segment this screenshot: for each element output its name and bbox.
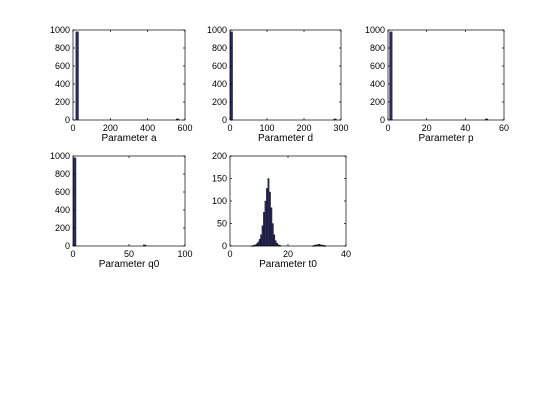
histogram-bar <box>73 157 77 247</box>
y-tick-label: 200 <box>212 151 227 161</box>
subplot-1: 0 200 400 600 0 200 400 600 800 1000 Parameter a <box>50 25 193 144</box>
x-tick-label: 0 <box>227 249 232 259</box>
y-tick-label: 0 <box>222 115 227 125</box>
histogram-bar <box>270 207 273 247</box>
x-tick-label: 300 <box>333 123 348 133</box>
axes-box <box>229 29 342 121</box>
x-tick-label: 0 <box>70 123 75 133</box>
y-tick-label: 0 <box>65 115 70 125</box>
y-tick-label: 600 <box>55 61 70 71</box>
y-tick-label: 100 <box>212 196 227 206</box>
y-tick-label: 400 <box>370 79 385 89</box>
y-tick-label: 400 <box>55 205 70 215</box>
histogram-bar <box>258 239 261 247</box>
y-tick-label: 200 <box>212 97 227 107</box>
y-tick-label: 600 <box>55 187 70 197</box>
x-tick-label: 400 <box>140 123 155 133</box>
y-tick-label: 800 <box>55 169 70 179</box>
histogram-bar <box>276 243 278 247</box>
axes-box <box>72 29 186 121</box>
histogram-bar <box>271 223 274 247</box>
x-axis-label: Parameter p <box>418 133 473 144</box>
histogram-bar <box>264 200 267 247</box>
histogram-bar <box>261 225 264 247</box>
y-tick-label: 1000 <box>50 151 70 161</box>
y-tick-label: 0 <box>222 241 227 251</box>
y-tick-label: 400 <box>212 79 227 89</box>
histogram-bar <box>268 191 271 247</box>
y-tick-label: 0 <box>380 115 385 125</box>
histogram-bar <box>229 31 233 121</box>
histogram-bar <box>267 178 270 247</box>
y-tick-label: 1000 <box>365 25 385 35</box>
x-tick-label: 200 <box>296 123 311 133</box>
histogram-bar <box>263 212 265 247</box>
x-tick-label: 0 <box>70 249 75 259</box>
x-tick-label: 40 <box>341 249 351 259</box>
x-tick-label: 40 <box>460 123 470 133</box>
x-tick-label: 100 <box>177 249 192 259</box>
y-tick-label: 600 <box>212 61 227 71</box>
y-tick-label: 150 <box>212 174 227 184</box>
histogram-bar <box>266 188 268 247</box>
x-axis-label: Parameter a <box>101 133 156 144</box>
x-tick-label: 200 <box>103 123 118 133</box>
histogram-bar <box>389 31 393 121</box>
x-tick-label: 100 <box>259 123 274 133</box>
histogram-bar <box>273 234 276 247</box>
x-tick-label: 60 <box>499 123 509 133</box>
x-tick-label: 600 <box>177 123 192 133</box>
x-tick-label: 50 <box>124 249 134 259</box>
x-axis-label: Parameter t0 <box>259 259 317 270</box>
histogram-bar <box>274 240 277 247</box>
y-tick-label: 400 <box>55 79 70 89</box>
axes-box <box>387 29 505 121</box>
subplot-5: 0 20 40 0 50 100 150 200 Parameter t0 <box>212 151 351 270</box>
subplot-2: 0 100 200 300 0 200 400 600 800 1000 Parameter d <box>207 25 349 144</box>
y-tick-label: 1000 <box>207 25 227 35</box>
y-tick-label: 600 <box>370 61 385 71</box>
y-tick-label: 200 <box>370 97 385 107</box>
y-tick-label: 200 <box>55 97 70 107</box>
y-tick-label: 0 <box>65 241 70 251</box>
x-tick-label: 20 <box>283 249 293 259</box>
y-tick-label: 1000 <box>50 25 70 35</box>
histogram-bar <box>260 234 263 247</box>
y-tick-label: 800 <box>55 43 70 53</box>
x-tick-label: 0 <box>385 123 390 133</box>
y-tick-label: 800 <box>370 43 385 53</box>
histogram-bar <box>75 31 79 121</box>
x-tick-label: 20 <box>422 123 432 133</box>
x-axis-label: Parameter d <box>258 133 313 144</box>
x-tick-label: 0 <box>227 123 232 133</box>
x-axis-label: Parameter q0 <box>99 259 160 270</box>
y-tick-label: 800 <box>212 43 227 53</box>
histogram-bar <box>257 241 260 247</box>
y-tick-label: 50 <box>217 219 227 229</box>
y-tick-label: 200 <box>55 223 70 233</box>
